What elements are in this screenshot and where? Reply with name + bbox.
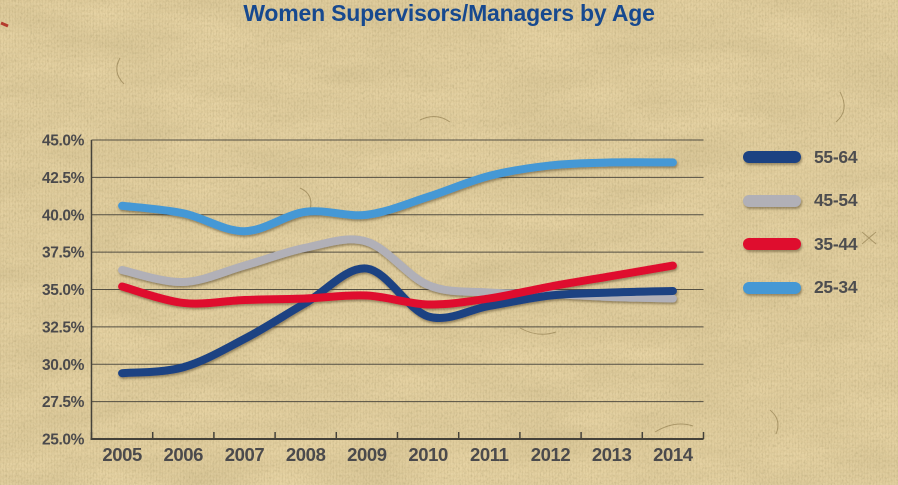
y-tick-label: 32.5%: [42, 319, 85, 336]
series-line-55-64: [118, 264, 677, 378]
x-tick-label: 2008: [286, 444, 326, 465]
x-tick-label: 2010: [408, 444, 448, 465]
x-tick-label: 2009: [347, 444, 387, 465]
y-tick-label: 37.5%: [42, 245, 85, 262]
legend-item-45-54: 45-54: [743, 189, 858, 213]
legend: 55-64 45-54 35-44 25-34: [743, 145, 858, 300]
legend-item-55-64: 55-64: [743, 145, 858, 169]
y-tick-label: 35.0%: [42, 282, 85, 299]
legend-label: 25-34: [814, 277, 858, 297]
x-tick-label: 2007: [225, 444, 265, 465]
legend-swatch-55-64: [743, 151, 801, 163]
x-tick-label: 2006: [164, 444, 204, 465]
legend-item-25-34: 25-34: [743, 276, 858, 300]
x-tick-label: 2014: [653, 444, 694, 465]
y-tick-label: 45.0%: [42, 133, 85, 150]
x-tick-label: 2005: [102, 444, 142, 465]
y-tick-label: 42.5%: [42, 170, 85, 187]
series-lines: [118, 158, 677, 378]
legend-label: 35-44: [814, 233, 858, 254]
y-axis-labels: 25.0% 27.5% 30.0% 32.5% 35.0% 37.5% 40.0% 42.5%…: [42, 133, 85, 449]
x-tick-label: 2012: [531, 444, 571, 465]
legend-label: 45-54: [814, 190, 858, 210]
x-axis-labels: 2005 2006 2007 2008 2009 2010 2011 2012 2013 2014: [102, 444, 694, 465]
x-tick-label: 2013: [592, 444, 632, 465]
x-tick-label: 2011: [470, 444, 509, 465]
legend-item-35-44: 35-44: [743, 232, 858, 256]
legend-swatch-25-34: [743, 281, 801, 294]
series-line-25-34: [118, 158, 677, 236]
y-tick-label: 27.5%: [42, 394, 85, 411]
chart-title: Women Supervisors/Managers by Age: [243, 0, 655, 26]
y-tick-label: 25.0%: [42, 432, 85, 449]
gridlines: [91, 139, 704, 403]
legend-swatch-45-54: [743, 194, 801, 207]
legend-swatch-35-44: [743, 238, 801, 250]
y-tick-label: 40.0%: [42, 207, 85, 224]
y-tick-label: 30.0%: [42, 357, 85, 374]
legend-label: 55-64: [814, 146, 858, 167]
